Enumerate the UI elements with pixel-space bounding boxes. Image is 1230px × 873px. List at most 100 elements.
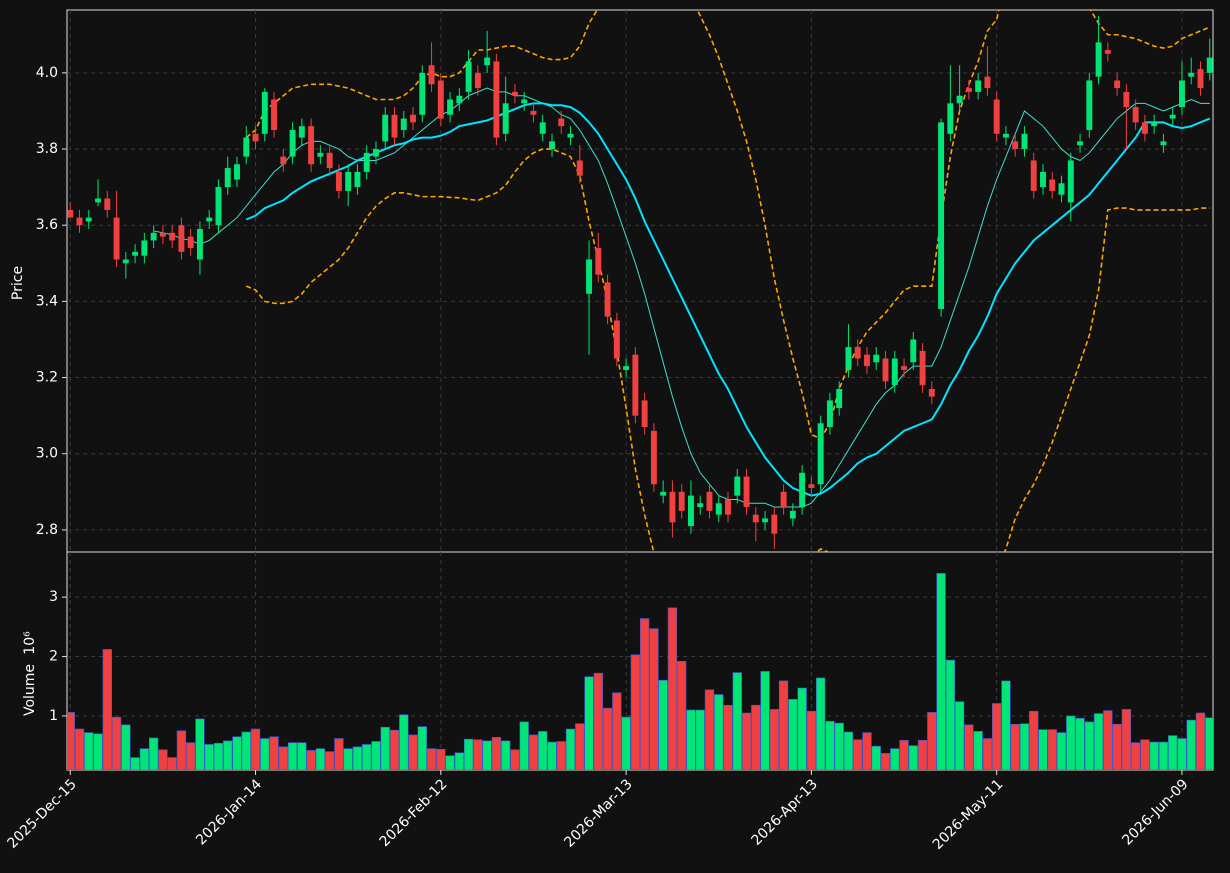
candle-body — [113, 217, 120, 260]
volume-tick-label: 2 — [49, 649, 58, 665]
candle-body — [725, 499, 731, 515]
volume-bar — [148, 737, 159, 770]
volume-bar — [788, 699, 798, 770]
volume-bars — [67, 573, 1213, 770]
candle-body — [549, 141, 555, 150]
volume-axis-label: Volume — [22, 664, 38, 716]
candle-body — [76, 217, 83, 226]
volume-bar — [945, 659, 956, 770]
candle-body — [178, 225, 185, 252]
y-tick-label: 3.4 — [36, 293, 58, 309]
volume-bar — [1066, 715, 1076, 770]
volume-bar — [1084, 721, 1094, 770]
candle-body — [984, 76, 991, 89]
volume-bar — [1186, 719, 1196, 770]
candle-body — [1002, 133, 1009, 138]
volume-bar — [482, 740, 492, 770]
volume-bar — [223, 740, 233, 770]
candle-body — [817, 423, 824, 485]
volume-bar — [334, 738, 344, 770]
candle-body — [956, 95, 963, 104]
volume-bar — [1149, 741, 1159, 770]
volume-bar — [1121, 709, 1132, 770]
volume-bar — [519, 721, 529, 770]
volume-bar — [454, 752, 464, 770]
volume-bar — [695, 709, 705, 770]
volume-bar — [445, 755, 455, 770]
candle-body — [604, 282, 611, 317]
candle-body — [215, 187, 222, 226]
volume-bar — [371, 741, 381, 770]
candle-body — [122, 259, 129, 264]
candle-body — [1077, 141, 1084, 146]
volume-bar — [630, 654, 641, 770]
candle-body — [502, 103, 509, 134]
candle-body — [743, 476, 750, 508]
candle-body — [901, 366, 907, 370]
volume-bar — [917, 739, 928, 770]
candle-body — [715, 503, 722, 515]
volume-bar — [621, 716, 631, 770]
overlays — [153, 10, 1211, 552]
candle-body — [771, 514, 778, 534]
candle-body — [1114, 80, 1121, 89]
candle-body — [799, 472, 806, 508]
volume-bar — [324, 751, 335, 770]
volume-bar — [93, 733, 103, 770]
volume-bar — [1158, 741, 1169, 770]
volume-bar — [565, 728, 576, 770]
candle-body — [873, 354, 880, 363]
candle-body — [1030, 160, 1037, 191]
candle-body — [326, 152, 333, 169]
overlay-line — [245, 102, 1211, 497]
candle-body — [196, 229, 203, 260]
volume-bar — [1140, 739, 1150, 770]
volume-bar — [139, 748, 150, 770]
candle-body — [845, 347, 852, 370]
candle-body — [752, 514, 759, 523]
candle-body — [1040, 171, 1046, 188]
candle-body — [650, 430, 657, 485]
volume-bar — [1047, 729, 1057, 770]
candle-body — [465, 61, 472, 92]
candle-body — [613, 320, 620, 359]
volume-bar — [639, 618, 650, 770]
volume-bar — [362, 744, 372, 770]
candle-body — [975, 80, 982, 92]
candle-body — [938, 122, 945, 309]
candle-body — [243, 137, 250, 157]
candle-body — [447, 99, 454, 115]
candle-body — [1123, 91, 1130, 108]
candle-body — [993, 99, 1000, 134]
volume-bar — [1177, 738, 1187, 770]
volume-bar — [1093, 713, 1104, 770]
candle-body — [410, 114, 416, 123]
volume-bar — [778, 680, 789, 770]
candle-body — [391, 114, 398, 138]
volume-bar — [491, 737, 502, 770]
y-tick-label: 3.2 — [36, 370, 58, 386]
y-tick-label: 3.8 — [36, 141, 58, 157]
candle-body — [1104, 49, 1111, 54]
volume-bar — [723, 704, 733, 770]
candle-body — [530, 110, 537, 115]
candle-body — [382, 114, 389, 142]
volume-bar — [213, 742, 224, 770]
volume-bar — [677, 660, 687, 770]
volume-bar — [269, 736, 279, 770]
candle-body — [854, 347, 861, 359]
candle-body — [734, 476, 741, 496]
volume-bar — [769, 709, 779, 770]
volume-bar — [232, 736, 242, 770]
volume-bar — [538, 731, 548, 770]
volume-bar — [1103, 710, 1113, 770]
volume-bar — [797, 687, 807, 770]
candle-body — [965, 88, 972, 92]
volume-bar — [306, 750, 316, 770]
overlay-line — [153, 87, 1210, 508]
x-tick-label: 2026-Apr-13 — [749, 776, 822, 849]
volume-bar — [704, 689, 715, 770]
volume-bar — [121, 724, 131, 770]
volume-bar — [111, 716, 122, 770]
candle-body — [206, 217, 213, 222]
